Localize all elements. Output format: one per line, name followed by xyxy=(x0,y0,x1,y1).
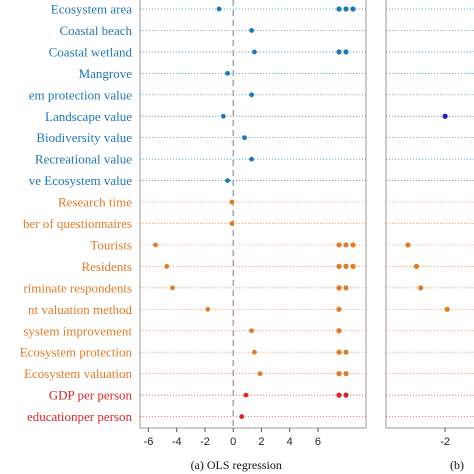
coefficient-point xyxy=(220,113,226,119)
coefficient-point xyxy=(249,328,254,334)
coefficient-point xyxy=(153,242,158,248)
x-tick-label: -6 xyxy=(144,436,154,448)
significance-star xyxy=(343,49,349,55)
panel-a-frame xyxy=(139,0,367,429)
row-label: Recreational value xyxy=(35,152,132,167)
row-guide-lines xyxy=(140,8,366,417)
x-axis-ticks: -6 -4 -2 0 2 4 6 xyxy=(144,428,321,448)
row-label: Ecosystem area xyxy=(51,2,132,17)
coefficient-points-b xyxy=(405,113,450,312)
row-label: Coastal wetland xyxy=(49,44,133,59)
row-label: nt valuation method xyxy=(28,302,132,317)
coefficient-point-b xyxy=(413,263,420,269)
coefficient-point xyxy=(249,28,254,33)
row-labels: Ecosystem area Coastal beach Coastal wetla… xyxy=(20,2,133,425)
coefficient-point xyxy=(225,178,230,184)
significance-star xyxy=(336,6,342,12)
x-tick-label: 6 xyxy=(315,436,321,448)
significance-star xyxy=(343,6,349,12)
row-label: ber of questionnaires xyxy=(23,216,132,231)
coefficient-point xyxy=(170,285,175,291)
coefficient-point-b xyxy=(418,285,424,291)
significance-star xyxy=(343,242,349,248)
significance-stars xyxy=(336,6,356,398)
row-label: educationper person xyxy=(27,409,133,424)
coefficient-point-b xyxy=(442,113,448,119)
x-tick-label: -2 xyxy=(200,436,210,448)
significance-star xyxy=(343,371,349,377)
row-label: Biodiversity value xyxy=(36,130,132,145)
row-label: Tourists xyxy=(90,237,132,252)
coefficient-point xyxy=(164,264,170,269)
row-label: system improvement xyxy=(23,323,132,338)
coefficient-point-b xyxy=(405,242,411,248)
x-tick-label: 4 xyxy=(287,436,293,448)
panel-b: -2 (b) xyxy=(385,0,474,472)
significance-star xyxy=(336,306,342,312)
significance-star xyxy=(336,392,342,398)
coefficient-point xyxy=(216,6,222,12)
significance-star xyxy=(343,263,349,269)
row-label: ve Ecosystem value xyxy=(29,173,132,188)
significance-star xyxy=(336,349,342,355)
coefficient-point-b xyxy=(444,306,450,312)
significance-star xyxy=(336,242,342,248)
significance-star xyxy=(336,49,342,55)
row-label: Research time xyxy=(58,195,132,210)
significance-star xyxy=(343,392,349,398)
significance-star xyxy=(350,242,356,248)
row-label: Ecosystem valuation xyxy=(24,366,132,381)
coefficient-point xyxy=(239,414,245,419)
coefficient-point xyxy=(252,49,257,55)
significance-star xyxy=(336,328,342,334)
row-label: Ecosystem protection xyxy=(20,345,133,360)
row-label: Mangrove xyxy=(79,66,133,81)
significance-star xyxy=(336,263,342,269)
row-label: riminate respondents xyxy=(23,280,132,295)
coefficient-point xyxy=(243,392,249,398)
panel-a-caption: (a) OLS regression xyxy=(191,458,282,472)
row-label: Residents xyxy=(81,259,132,274)
panel-ols-regression: -6 -4 -2 0 2 4 6 (a) OLS regression xyxy=(139,0,367,472)
significance-star xyxy=(336,371,342,377)
coefficient-point xyxy=(249,92,254,98)
significance-star xyxy=(350,6,356,12)
x-axis-ticks-b: -2 xyxy=(440,428,450,448)
significance-star xyxy=(350,263,356,269)
significance-star xyxy=(343,285,349,291)
x-tick-label: 2 xyxy=(258,436,264,448)
coefficient-point xyxy=(257,371,263,377)
x-tick-label: -4 xyxy=(172,436,182,448)
row-label: em protection value xyxy=(29,87,132,102)
significance-star xyxy=(343,349,349,355)
significance-star xyxy=(336,285,342,291)
row-label: Landscape value xyxy=(45,109,132,124)
coefficient-point xyxy=(242,135,247,141)
x-tick-label-b: -2 xyxy=(440,436,450,448)
coefficient-point xyxy=(252,349,257,355)
coefficient-points xyxy=(153,6,263,419)
row-guide-lines-b xyxy=(386,8,474,417)
panel-b-caption: (b) xyxy=(450,458,464,472)
coefficient-point xyxy=(249,156,254,162)
row-label: Coastal beach xyxy=(59,23,132,38)
panel-b-frame xyxy=(385,0,474,429)
coefficient-point xyxy=(205,306,211,312)
coefficient-point xyxy=(229,199,235,205)
coefficient-point xyxy=(225,70,230,76)
x-tick-label: 0 xyxy=(230,436,236,448)
coefficient-point xyxy=(229,221,235,226)
row-label: GDP per person xyxy=(49,388,133,403)
